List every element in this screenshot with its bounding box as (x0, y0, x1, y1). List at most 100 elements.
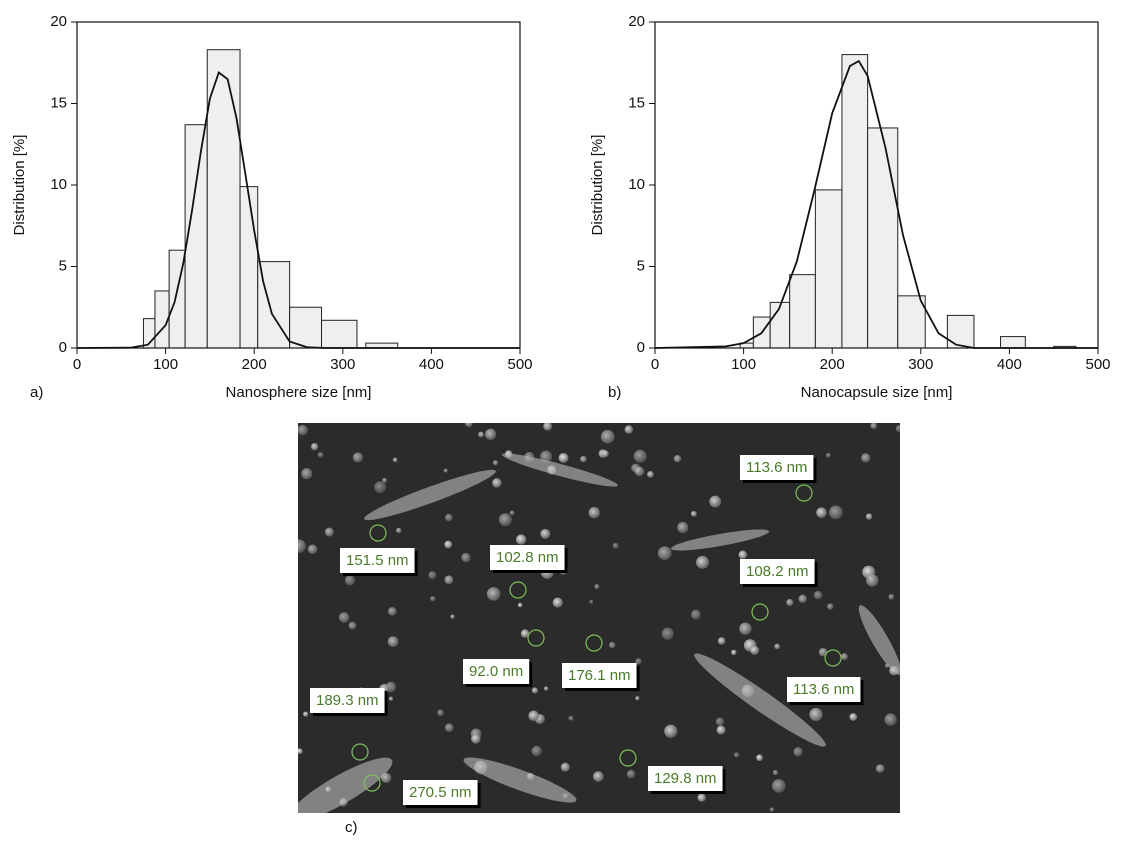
particle (324, 527, 334, 537)
particle (303, 711, 309, 717)
particle (717, 637, 726, 645)
measured-particle (619, 749, 637, 767)
particle (445, 513, 453, 522)
particle (444, 575, 454, 585)
particle (298, 424, 308, 436)
particle (772, 769, 779, 776)
particle (450, 614, 455, 619)
bar (814, 189, 843, 349)
particle (520, 629, 530, 638)
particle (601, 449, 609, 458)
particle (382, 477, 388, 483)
particle (635, 658, 642, 665)
particle (568, 715, 574, 721)
particle (875, 764, 885, 773)
particle (528, 710, 539, 722)
fold (858, 605, 900, 675)
label-box (740, 455, 814, 480)
particle (608, 641, 616, 649)
particle (531, 687, 538, 694)
particle (317, 452, 324, 458)
particle (543, 423, 553, 431)
particle (635, 696, 640, 701)
bar (206, 49, 241, 349)
particle (492, 478, 502, 488)
measurement-label: 189.3 nm (316, 692, 379, 709)
x-tick-label: 500 (1085, 356, 1110, 373)
x-tick-label: 300 (908, 356, 933, 373)
x-tick-label: 0 (73, 356, 81, 373)
measured-particle (585, 634, 603, 652)
particle (444, 723, 454, 733)
particle (849, 713, 858, 721)
measured-particle (351, 743, 369, 761)
panel-label: c) (345, 819, 358, 836)
particle (786, 598, 794, 606)
particle (298, 748, 303, 755)
particle (826, 452, 831, 458)
measurement-label: 176.1 nm (568, 667, 631, 684)
particle (388, 696, 394, 701)
x-tick-label: 400 (997, 356, 1022, 373)
fold (298, 757, 393, 813)
particle (486, 587, 501, 601)
particle (589, 599, 594, 604)
particle (793, 747, 803, 757)
particle (633, 449, 647, 463)
measured-particle (363, 774, 381, 792)
particle (580, 455, 587, 463)
particle (664, 724, 678, 738)
bar (289, 306, 323, 349)
particle (697, 793, 706, 802)
particle (865, 513, 873, 520)
measurement-label: 113.6 nm (793, 681, 854, 698)
panel-label: a) (30, 384, 43, 401)
fold (502, 453, 618, 487)
particle (531, 745, 542, 757)
x-tick-label: 100 (153, 356, 178, 373)
measurement-label: 102.8 nm (496, 549, 559, 566)
particle (592, 771, 604, 782)
particle (827, 603, 834, 610)
label-box (648, 766, 723, 791)
fold (670, 529, 770, 551)
particle (696, 555, 709, 569)
particle (344, 575, 356, 586)
particle (352, 452, 363, 463)
particle (348, 621, 357, 630)
label-box (740, 559, 815, 584)
particle (298, 539, 306, 553)
fit-curve (654, 59, 1098, 349)
particle (888, 593, 895, 600)
y-tick-label: 5 (59, 257, 67, 274)
particle (543, 686, 549, 691)
particle (594, 584, 600, 590)
x-tick-label: 400 (419, 356, 444, 373)
label-box (787, 677, 861, 702)
bar (769, 301, 791, 349)
label-box (490, 545, 565, 570)
fit-curve (76, 71, 520, 349)
particle (492, 460, 499, 466)
particle (750, 645, 760, 655)
particle (374, 481, 387, 494)
y-tick-label: 0 (59, 339, 67, 356)
y-tick-label: 10 (50, 176, 67, 193)
bar (867, 127, 899, 349)
particle (716, 725, 726, 735)
particle (444, 540, 453, 549)
x-tick-label: 200 (242, 356, 267, 373)
particle (310, 442, 319, 451)
measured-particle (751, 603, 769, 621)
particle (647, 471, 654, 478)
measured-particle (824, 649, 842, 667)
bar (897, 295, 926, 349)
bar (946, 314, 975, 349)
particle (884, 713, 897, 726)
particle (731, 649, 737, 656)
particle (809, 707, 823, 722)
measured-particle (369, 524, 387, 542)
measurement-label: 129.8 nm (654, 770, 717, 787)
fold (694, 653, 826, 747)
